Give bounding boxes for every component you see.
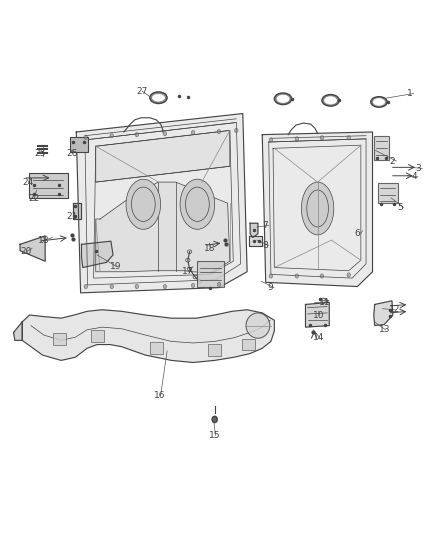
Ellipse shape [269,274,272,278]
Text: 6: 6 [354,229,360,238]
Ellipse shape [277,95,289,102]
Polygon shape [96,182,230,273]
Polygon shape [22,310,274,362]
Text: 13: 13 [379,325,391,334]
Ellipse shape [135,133,138,137]
Text: 25: 25 [34,149,45,158]
Ellipse shape [212,416,217,423]
Ellipse shape [320,274,324,278]
Ellipse shape [347,136,350,140]
Polygon shape [249,236,262,246]
Ellipse shape [110,134,113,138]
Text: 3: 3 [416,164,421,173]
Polygon shape [20,236,45,261]
Text: 8: 8 [262,241,268,250]
Text: 1: 1 [407,89,413,98]
Ellipse shape [217,282,221,287]
Ellipse shape [135,285,138,289]
Ellipse shape [295,274,299,278]
Text: 12: 12 [389,305,400,314]
Ellipse shape [325,96,337,104]
Bar [29,173,67,198]
Bar [374,136,389,160]
Ellipse shape [180,179,215,229]
Text: 9: 9 [268,283,273,292]
Ellipse shape [347,273,350,277]
Text: 19: 19 [110,262,121,271]
Text: 16: 16 [154,391,166,400]
Bar [198,261,224,287]
Text: 18: 18 [38,236,50,245]
Polygon shape [305,302,329,327]
Ellipse shape [320,136,324,140]
Polygon shape [250,223,258,238]
Ellipse shape [371,96,387,107]
Ellipse shape [322,94,339,106]
Ellipse shape [163,132,167,136]
Ellipse shape [217,130,221,134]
Polygon shape [73,203,81,219]
Bar [92,330,104,342]
Ellipse shape [126,179,161,229]
Text: 21: 21 [67,212,78,221]
Polygon shape [374,301,393,326]
Text: 11: 11 [318,298,330,307]
Bar [70,137,88,151]
Text: 4: 4 [411,172,417,181]
Ellipse shape [301,182,334,235]
Text: 15: 15 [209,431,221,440]
Text: 22: 22 [28,195,39,204]
Bar [378,183,398,203]
Text: 10: 10 [313,311,325,319]
Ellipse shape [110,285,113,289]
Bar [53,334,66,345]
Polygon shape [76,114,247,293]
Ellipse shape [152,94,165,101]
Ellipse shape [84,285,88,289]
Bar [150,342,163,354]
Ellipse shape [150,92,167,103]
Polygon shape [96,131,230,182]
Ellipse shape [269,138,272,142]
Polygon shape [81,241,113,268]
Ellipse shape [373,99,385,106]
Bar [242,339,255,350]
Polygon shape [14,322,22,341]
Ellipse shape [246,313,270,338]
Text: 7: 7 [262,221,268,230]
Ellipse shape [191,284,195,288]
Text: 24: 24 [22,177,33,187]
Text: 17: 17 [182,267,194,276]
Text: 14: 14 [313,333,325,342]
Ellipse shape [235,128,238,133]
Text: 26: 26 [67,149,78,158]
Ellipse shape [295,137,299,141]
Text: 5: 5 [397,203,403,212]
Ellipse shape [274,93,292,104]
Polygon shape [262,132,372,287]
Text: 27: 27 [136,87,147,96]
Ellipse shape [84,135,88,140]
Bar [208,344,221,356]
Text: 18: 18 [204,244,215,253]
Text: 2: 2 [390,157,396,166]
Ellipse shape [191,131,195,135]
Ellipse shape [163,285,167,289]
Text: 20: 20 [20,247,32,256]
